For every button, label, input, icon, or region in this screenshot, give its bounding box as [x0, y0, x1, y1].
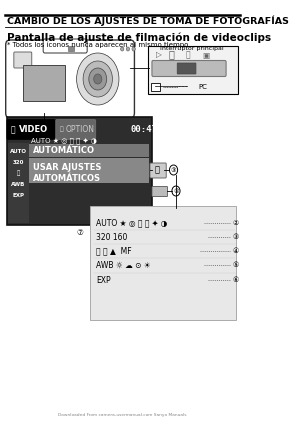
Text: Downloaded From camera-usermanual.com Sanyo Manuals: Downloaded From camera-usermanual.com Sa…	[58, 413, 187, 417]
FancyBboxPatch shape	[148, 46, 238, 94]
Circle shape	[83, 61, 112, 97]
Circle shape	[126, 47, 130, 51]
Bar	[29, 144, 149, 157]
Text: 🔧: 🔧	[59, 127, 63, 132]
Text: ⑥: ⑥	[232, 277, 239, 283]
Text: ③: ③	[171, 168, 176, 173]
Text: ④: ④	[173, 189, 179, 193]
Text: OPTION: OPTION	[66, 125, 95, 134]
Text: ④: ④	[232, 248, 239, 254]
Text: USAR AJUSTES: USAR AJUSTES	[33, 162, 101, 171]
Text: AUTO ★ ◎ 👤 🌙 ✦ ◑: AUTO ★ ◎ 👤 🌙 ✦ ◑	[96, 219, 167, 228]
Text: Pantalla de ajuste de filmación de videoclips: Pantalla de ajuste de filmación de video…	[7, 32, 271, 42]
Text: 320 160: 320 160	[96, 233, 128, 242]
FancyBboxPatch shape	[151, 82, 160, 91]
Text: ②: ②	[232, 220, 239, 226]
FancyBboxPatch shape	[152, 187, 167, 197]
Text: AUTO ★ ◎ 👤 🌙 ✦ ◑: AUTO ★ ◎ 👤 🌙 ✦ ◑	[31, 137, 97, 145]
Text: ⑤: ⑤	[232, 262, 239, 268]
Text: AUTO: AUTO	[10, 148, 27, 154]
Circle shape	[172, 186, 180, 196]
Text: VIDEO: VIDEO	[19, 125, 48, 134]
Text: 00:47: 00:47	[130, 125, 157, 134]
FancyBboxPatch shape	[177, 63, 196, 74]
Text: Interruptor principal: Interruptor principal	[160, 46, 223, 51]
Text: ①: ①	[40, 123, 47, 132]
FancyBboxPatch shape	[150, 163, 166, 178]
FancyBboxPatch shape	[56, 120, 96, 140]
Text: ▷: ▷	[156, 50, 161, 60]
Circle shape	[169, 165, 178, 175]
FancyBboxPatch shape	[14, 52, 32, 68]
Text: AWB ☼ ☁ ⊙ ☀: AWB ☼ ☁ ⊙ ☀	[96, 261, 151, 269]
Circle shape	[132, 47, 135, 51]
Text: ▣: ▣	[202, 50, 209, 60]
Text: EXP: EXP	[12, 192, 24, 198]
Text: 📷: 📷	[186, 50, 190, 60]
Text: AUTOMÁTICOS: AUTOMÁTICOS	[33, 173, 101, 182]
Text: ⑦: ⑦	[76, 228, 83, 237]
FancyBboxPatch shape	[43, 39, 87, 53]
FancyBboxPatch shape	[90, 206, 236, 320]
Text: ③: ③	[232, 234, 239, 240]
Text: PC: PC	[198, 83, 207, 90]
Bar	[29, 158, 149, 183]
Circle shape	[121, 47, 124, 51]
FancyBboxPatch shape	[6, 40, 134, 118]
Text: ⛰: ⛰	[17, 170, 20, 176]
Bar	[7, 117, 152, 225]
Bar	[68, 46, 74, 51]
Text: 📷: 📷	[155, 165, 160, 175]
Text: 🎥: 🎥	[11, 125, 15, 134]
Bar	[23, 65, 65, 101]
Text: CAMBIO DE LOS AJUSTES DE TOMA DE FOTOGRAFÍAS: CAMBIO DE LOS AJUSTES DE TOMA DE FOTOGRA…	[7, 16, 288, 26]
Text: - - -: - - -	[179, 84, 188, 89]
Text: EXP: EXP	[96, 275, 111, 285]
Text: * Todos los íconos nunca aparecen al mismo tiempo.: * Todos los íconos nunca aparecen al mis…	[7, 41, 190, 47]
FancyBboxPatch shape	[7, 120, 55, 140]
Text: 320: 320	[13, 159, 24, 165]
Text: ⬛: ⬛	[169, 49, 175, 59]
Circle shape	[76, 53, 119, 105]
FancyBboxPatch shape	[152, 60, 226, 77]
Circle shape	[94, 74, 102, 84]
Text: AUTOMÁTICO: AUTOMÁTICO	[33, 146, 94, 155]
Bar	[8, 143, 28, 223]
Text: ⛰ 🌿 ▲  MF: ⛰ 🌿 ▲ MF	[96, 247, 132, 255]
Circle shape	[89, 68, 107, 90]
Text: AWB: AWB	[11, 181, 26, 187]
